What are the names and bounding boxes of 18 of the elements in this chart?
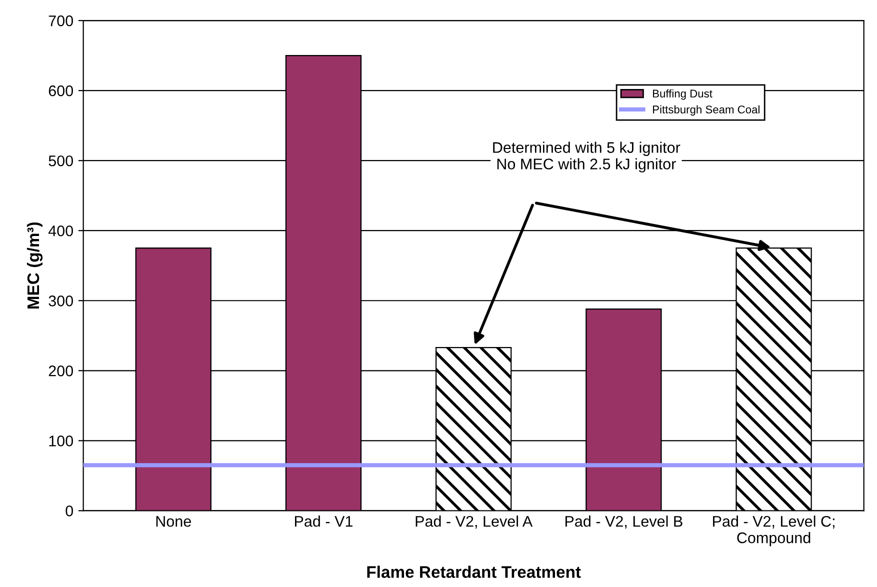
annotation: Determined with 5 kJ ignitor No MEC with 2.5 kJ ignitor: [493, 142, 680, 172]
x-tick-label: None: [156, 516, 191, 527]
y-tick-label: 500: [48, 155, 73, 166]
y-tick-label: 700: [48, 15, 73, 26]
y-tick-label: 100: [49, 436, 73, 446]
x-tick-label: Pad - V2, Level A: [416, 516, 533, 529]
y-tick-label: 400: [48, 225, 73, 236]
x-tick-label: Pad - V1: [295, 516, 352, 527]
y-tick-label: 200: [48, 366, 73, 376]
legend-label: Pittsburgh Seam Coal: [653, 105, 760, 116]
legend-label: Buffing Dust: [653, 89, 712, 100]
y-tick-label: 300: [48, 295, 73, 306]
y-tick-label: 600: [48, 85, 73, 96]
y-tick-label: 0: [66, 506, 73, 516]
y-axis-title: MEC (g/m³): [26, 222, 43, 308]
x-tick-label: Pad - V2, Level B: [565, 516, 682, 529]
x-tick-label: Pad - V2, Level C; Compound: [713, 516, 834, 546]
x-axis-title: Flame Retardant Treatment: [367, 566, 581, 578]
